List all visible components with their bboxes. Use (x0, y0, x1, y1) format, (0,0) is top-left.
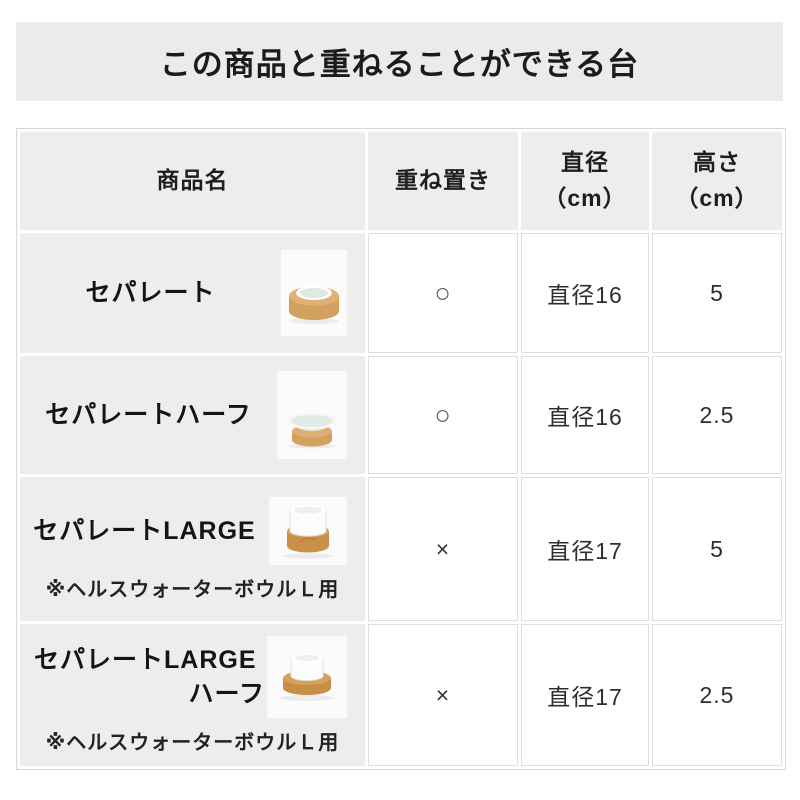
col-header-product: 商品名 (20, 132, 365, 230)
col-header-height-line1: 高さ (693, 149, 741, 176)
height-value: 5 (652, 477, 782, 621)
product-cell: セパレートLARGE (20, 477, 365, 621)
product-cell: セパレートLARGE ハーフ (20, 624, 365, 766)
height-value: 2.5 (652, 624, 782, 766)
table-row-separate-half: セパレートハーフ ○ (20, 356, 782, 474)
separate-large-stand-photo (269, 496, 347, 565)
stacking-value: ○ (368, 233, 518, 353)
product-name: セパレート (85, 279, 216, 307)
stacking-value: × (368, 477, 518, 621)
diameter-value: 直径17 (521, 477, 649, 621)
separate-stand-photo (281, 250, 347, 336)
product-note: ※ヘルスウォーターボウルＬ用 (45, 731, 340, 754)
stacking-value: ○ (368, 356, 518, 474)
height-value: 5 (652, 233, 782, 353)
col-header-diameter-line2: （cm） (543, 185, 627, 211)
diameter-value: 直径16 (521, 356, 649, 474)
separate-half-stand-photo (277, 371, 347, 459)
table-row-separate-large: セパレートLARGE (20, 477, 782, 621)
diameter-value: 直径16 (521, 233, 649, 353)
header-row: 商品名 重ね置き 直径 （cm） 高さ （cm） (20, 132, 782, 230)
product-cell: セパレート (20, 233, 365, 353)
product-name: セパレートハーフ (45, 401, 252, 429)
table-row-separate-large-half: セパレートLARGE ハーフ (20, 624, 782, 766)
section-title: この商品と重ねることができる台 (159, 47, 640, 82)
product-cell: セパレートハーフ (20, 356, 365, 474)
stacking-compatibility-table: 商品名 重ね置き 直径 （cm） 高さ （cm） セパレート (16, 128, 786, 770)
col-header-diameter-line1: 直径 (561, 149, 609, 176)
product-note: ※ヘルスウォーターボウルＬ用 (45, 578, 340, 601)
product-name-line2: ハーフ (188, 679, 265, 708)
col-header-stacking-label: 重ね置き (395, 167, 491, 194)
section-title-banner: この商品と重ねることができる台 (16, 22, 783, 101)
col-header-product-label: 商品名 (156, 167, 229, 194)
col-header-height-line2: （cm） (675, 185, 759, 211)
product-name: セパレートLARGE (34, 645, 257, 674)
height-value: 2.5 (652, 356, 782, 474)
col-header-diameter: 直径 （cm） (521, 132, 649, 230)
table-row-separate: セパレート ○ 直径16 5 (20, 233, 782, 353)
col-header-stacking: 重ね置き (368, 132, 518, 230)
stacking-value: × (368, 624, 518, 766)
separate-large-half-stand-photo (267, 635, 347, 718)
product-name: セパレートLARGE (33, 516, 256, 545)
diameter-value: 直径17 (521, 624, 649, 766)
col-header-height: 高さ （cm） (652, 132, 782, 230)
